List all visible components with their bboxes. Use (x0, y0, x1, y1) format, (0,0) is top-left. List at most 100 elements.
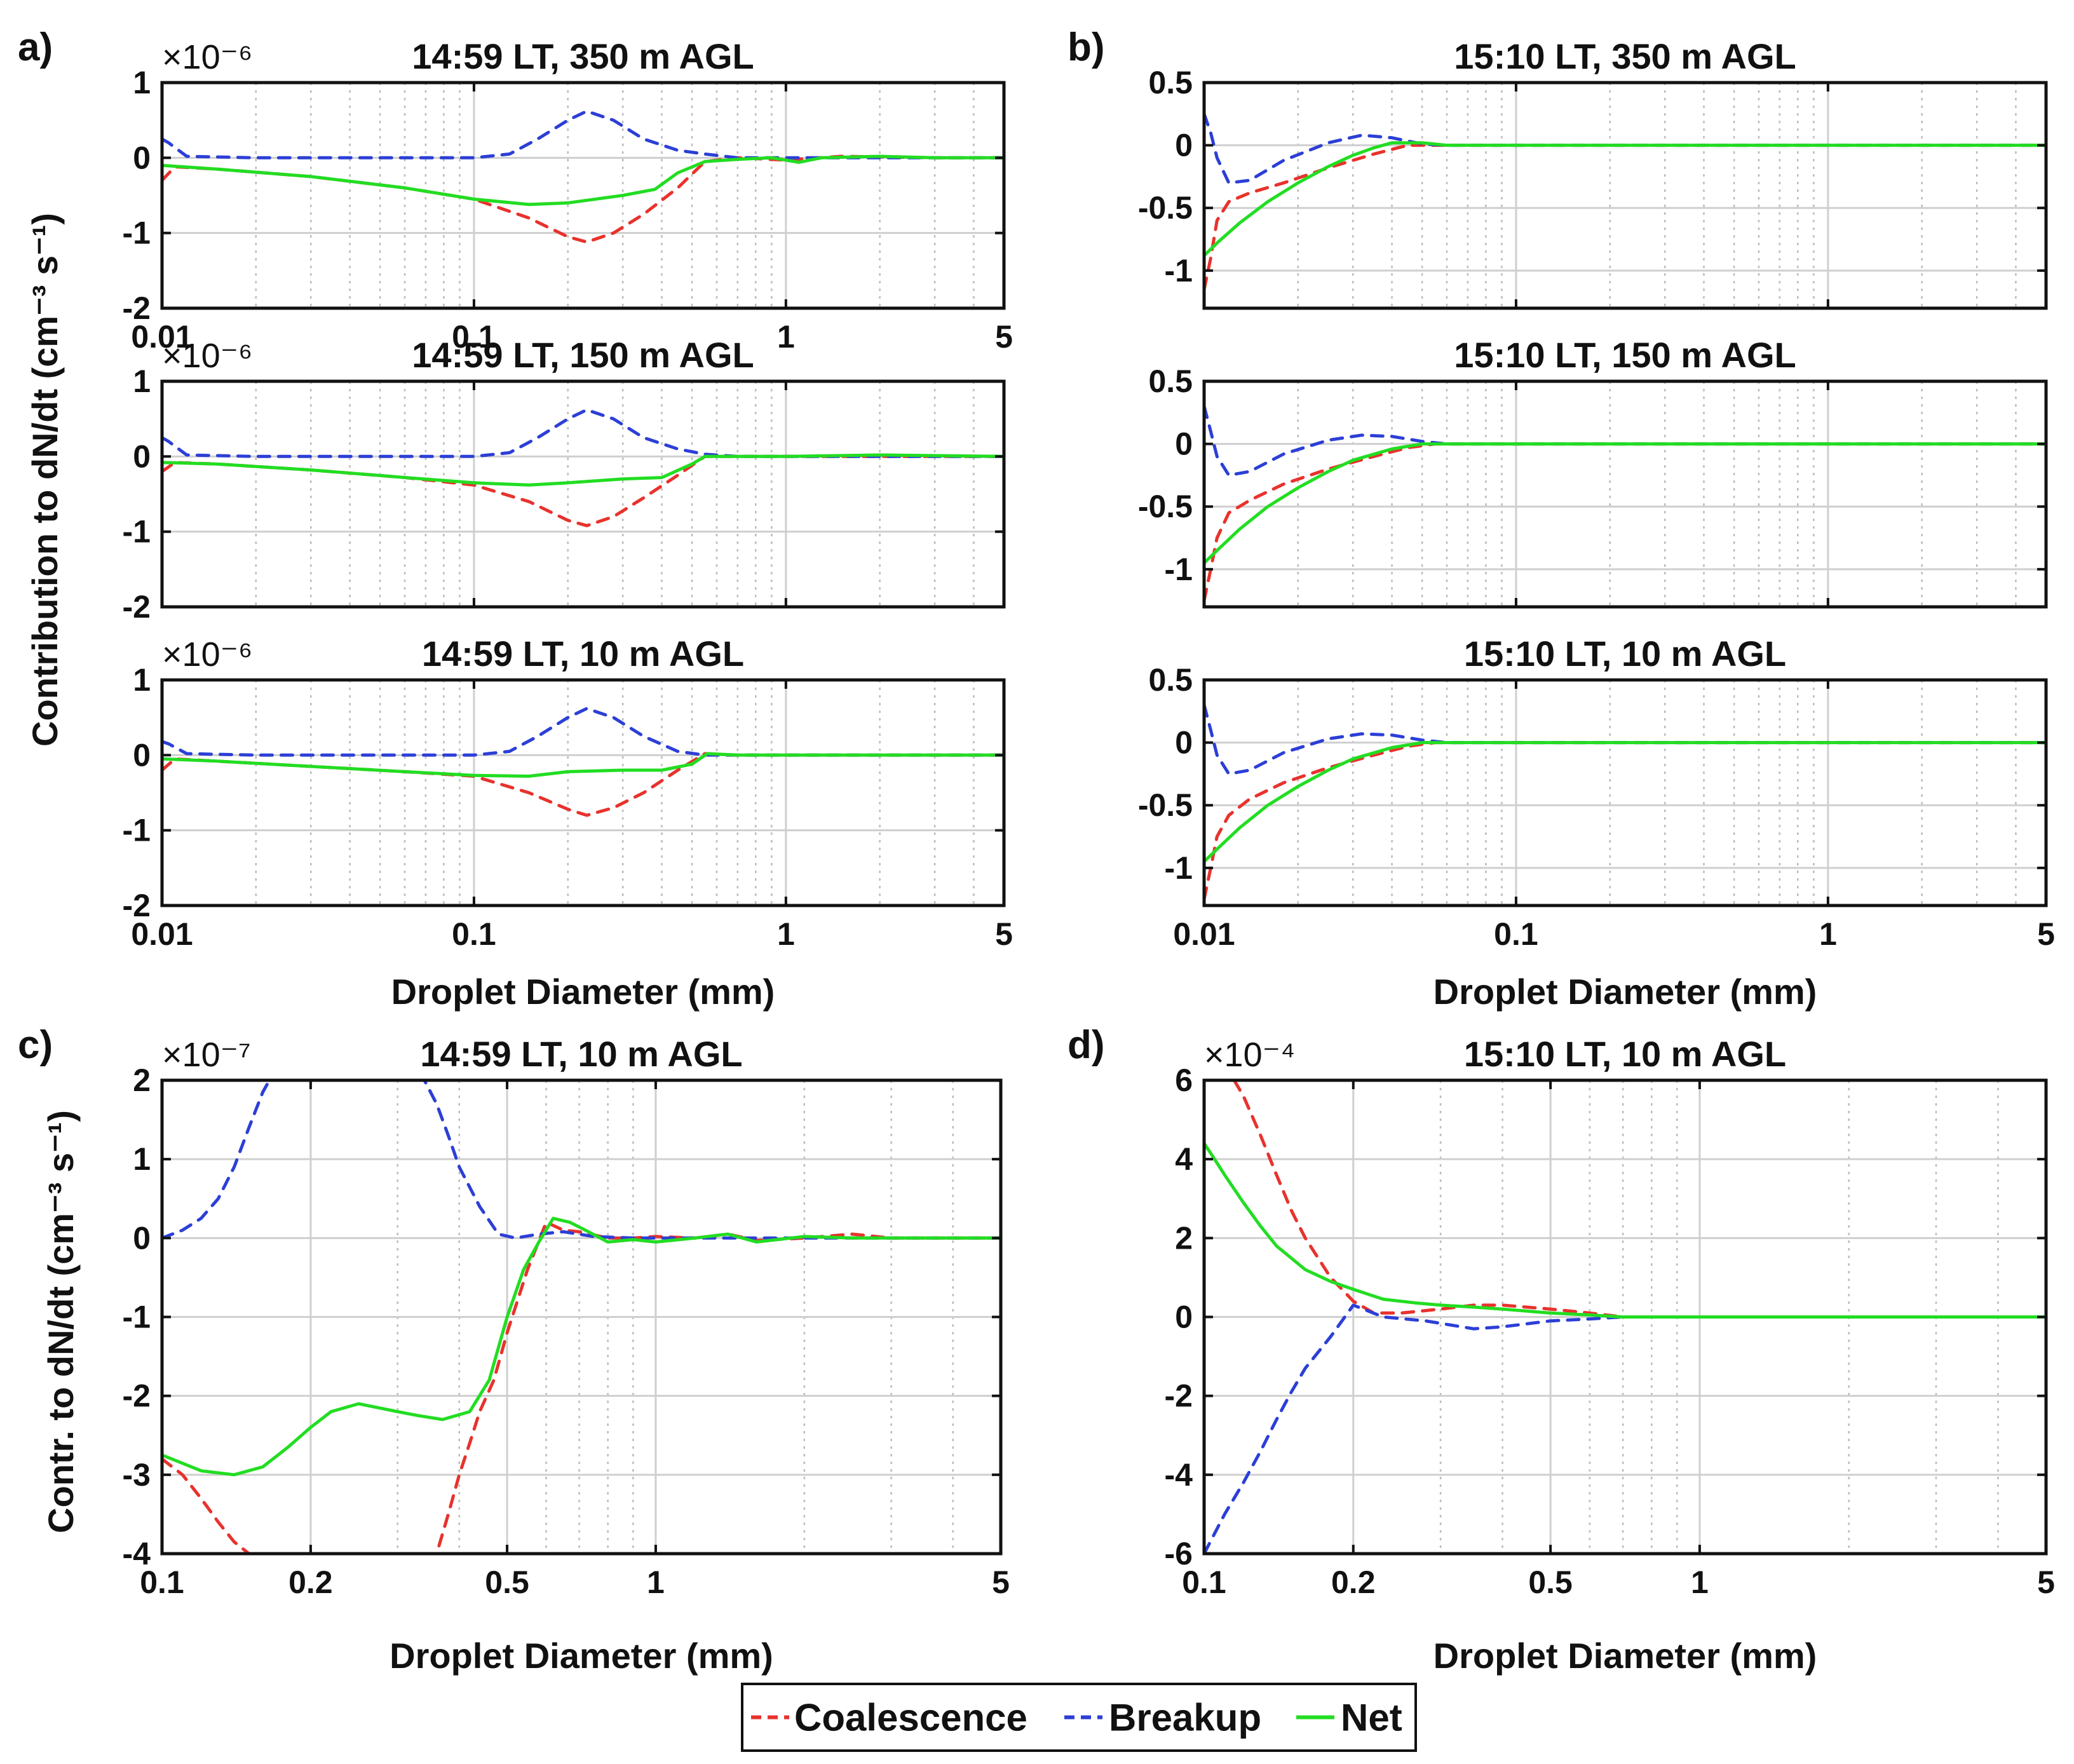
subplot-title: 15:10 LT, 150 m AGL (1454, 335, 1796, 375)
series-line-coalescence-a2 (162, 454, 1004, 527)
x-tick-label: 0.01 (131, 916, 193, 952)
subplot-title: 14:59 LT, 10 m AGL (420, 1034, 742, 1074)
legend: Coalescence Breakup Net (741, 1683, 1417, 1752)
x-tick-label: 5 (992, 1564, 1010, 1600)
series-line-breakup-b3 (1204, 703, 2046, 776)
y-tick-label: -2 (123, 290, 151, 326)
subplot-a2: -2 -1 0 1 14:59 LT, 150 m AGL ×10⁻⁶ (123, 335, 1006, 625)
y-tick-label: -1 (123, 1299, 151, 1335)
series-group-a3 (162, 707, 1004, 817)
x-tick-label: 0.1 (1182, 1564, 1226, 1600)
series-group-a1 (162, 109, 1004, 244)
x-tick-label: 0.5 (485, 1564, 529, 1600)
series-line-breakup-b2 (1204, 404, 2046, 477)
series-line-coalescence-a1 (162, 154, 1004, 244)
subplot-a3: -2 -1 0 1 0.01 0.1 1 5 14:59 LT, 10 m AGL ×10⁻⁶ Dr… (123, 634, 1013, 1012)
series-line-breakup-a3 (162, 707, 1004, 757)
series-line-net-a1 (162, 154, 1004, 207)
series-group-d (1204, 1080, 2046, 1554)
y-tick-label: -1 (1165, 850, 1193, 886)
y-tick-label: -2 (123, 1378, 151, 1414)
x-tick-label: 1 (777, 916, 795, 952)
y-tick-label: -4 (123, 1536, 151, 1571)
series-group-a2 (162, 408, 1004, 527)
x-tick-label: 5 (995, 916, 1013, 952)
series-group-b1 (1204, 112, 2046, 291)
y-tick-label: 0 (133, 737, 151, 773)
x-tick-label: 1 (1691, 1564, 1709, 1600)
series-line-net-b1 (1204, 141, 2046, 257)
x-tick-label: 0.1 (452, 916, 496, 952)
y-tick-label: 0.5 (1148, 65, 1193, 100)
grid-b1 (1204, 83, 2046, 308)
x-tick-label: 0.2 (1331, 1564, 1376, 1600)
subplot-b1: -1 -0.5 0 0.5 15:10 LT, 350 m AGL b) (1068, 25, 2048, 310)
axis-exponent-label: ×10⁻⁴ (1204, 1036, 1295, 1074)
y-tick-label: -2 (1165, 1378, 1193, 1414)
grid-a2 (162, 381, 1004, 607)
y-tick-label: -2 (123, 589, 151, 625)
axis-exponent-label: ×10⁻⁶ (162, 38, 252, 76)
axis-box-b1 (1202, 81, 2048, 310)
axis-exponent-label: ×10⁻⁶ (162, 635, 252, 674)
subplot-title: 14:59 LT, 150 m AGL (412, 335, 754, 375)
subplot-title: 14:59 LT, 350 m AGL (412, 36, 754, 76)
panel-letter: a) (18, 25, 53, 69)
axis-exponent-label: ×10⁻⁶ (162, 337, 252, 375)
x-tick-label: 0.5 (1528, 1564, 1573, 1600)
y-tick-label: -4 (1165, 1457, 1193, 1493)
y-tick-label: -2 (123, 888, 151, 923)
panels: -2 -1 0 1 0.01 0.1 1 5 14:59 LT, 350 m AGL ×10⁻⁶ a… (18, 25, 2055, 1676)
y-tick-label: -3 (123, 1457, 151, 1493)
x-axis-label: Droplet Diameter (mm) (390, 1636, 773, 1676)
subplot-d: -6 -4 -2 0 2 4 6 0.1 0.2 0.5 1 5 15:10 LT, 10 m AGL ×… (1068, 1023, 2055, 1676)
grid-a1 (162, 83, 1004, 308)
x-axis-label: Droplet Diameter (mm) (1434, 972, 1817, 1012)
y-tick-label: -1 (1165, 253, 1193, 288)
grid-c (162, 1080, 1001, 1554)
y-tick-label: -0.5 (1138, 787, 1193, 823)
y-tick-label: 0 (133, 438, 151, 474)
panel-letter: c) (18, 1023, 53, 1067)
series-line-coalescence-c (162, 1221, 1001, 1554)
y-tick-label: 0 (1175, 1299, 1193, 1335)
y-tick-label: 4 (1175, 1141, 1193, 1177)
x-tick-label: 0.01 (131, 319, 193, 355)
x-tick-label: 1 (1819, 916, 1837, 952)
series-group-c (162, 1080, 1001, 1554)
panel-letter: d) (1068, 1023, 1105, 1067)
series-line-breakup-d (1204, 1303, 2046, 1554)
y-tick-label: -6 (1165, 1536, 1193, 1571)
x-axis-label: Droplet Diameter (mm) (1434, 1636, 1817, 1676)
series-line-breakup-a2 (162, 408, 1004, 458)
x-axis-label: Droplet Diameter (mm) (391, 972, 775, 1012)
y-tick-label: 1 (133, 363, 151, 399)
series-line-coalescence-d (1232, 1080, 2046, 1319)
grid-b2 (1204, 381, 2046, 607)
y-tick-label: 0 (133, 1220, 151, 1256)
y-tick-label: 0.5 (1148, 363, 1193, 399)
subplot-b3: -1 -0.5 0 0.5 0.01 0.1 1 5 15:10 LT, 10 m AGL Dro… (1138, 634, 2055, 1012)
ylabel-c: Contr. to dN/dt (cm⁻³ s⁻¹) (41, 1110, 81, 1533)
series-line-net-c (162, 1216, 1001, 1477)
axis-box-a3 (160, 678, 1006, 907)
y-tick-label: -1 (123, 514, 151, 550)
series-line-coalescence-a3 (162, 752, 1004, 817)
subplot-title: 15:10 LT, 350 m AGL (1454, 36, 1796, 76)
legend-label-breakup: Breakup (1109, 1697, 1261, 1739)
panel-letter: b) (1068, 25, 1105, 69)
y-tick-label: -1 (123, 813, 151, 848)
subplot-a1: -2 -1 0 1 0.01 0.1 1 5 14:59 LT, 350 m AGL ×10⁻⁶ a… (18, 25, 1013, 355)
axis-box-a1 (160, 81, 1006, 310)
subplot-title: 15:10 LT, 10 m AGL (1464, 1034, 1786, 1074)
y-tick-label: 2 (1175, 1220, 1193, 1256)
y-tick-label: -1 (1165, 552, 1193, 587)
subplot-title: 15:10 LT, 10 m AGL (1464, 634, 1786, 674)
grid-a3 (162, 680, 1004, 906)
shared-ylabel-ab: Contribution to dN/dt (cm⁻³ s⁻¹) (25, 213, 65, 747)
axis-exponent-label: ×10⁻⁷ (162, 1036, 251, 1074)
x-tick-label: 1 (777, 319, 795, 355)
series-line-breakup-a1 (162, 109, 1004, 159)
y-tick-label: -0.5 (1138, 190, 1193, 226)
